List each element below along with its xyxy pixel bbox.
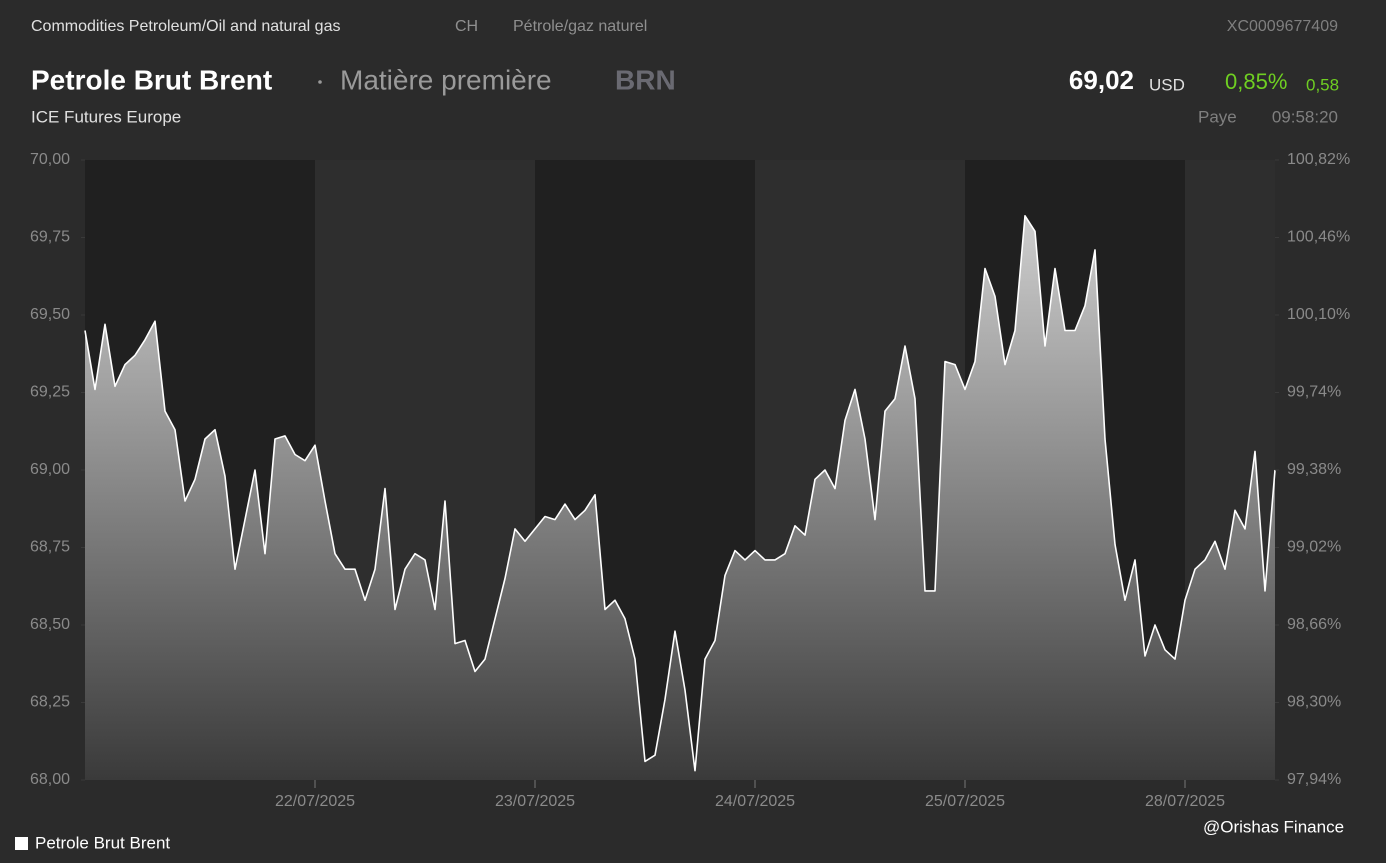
asset-type: Matière première xyxy=(340,64,552,95)
x-tick-label: 23/07/2025 xyxy=(495,793,575,810)
change-pct: 0,85% xyxy=(1225,69,1287,94)
status: Paye xyxy=(1198,107,1237,126)
y2-tick-label: 97,94% xyxy=(1287,771,1341,788)
y2-tick-label: 99,74% xyxy=(1287,384,1341,401)
currency: USD xyxy=(1149,75,1185,94)
plot xyxy=(84,215,1276,781)
y-tick-label: 69,25 xyxy=(30,384,70,401)
watermark: @Orishas Finance xyxy=(1203,817,1344,836)
symbol: BRN xyxy=(615,64,676,95)
x-tick-label: 22/07/2025 xyxy=(275,793,355,810)
y-tick-label: 70,00 xyxy=(30,151,70,168)
price: 69,02 xyxy=(1069,65,1134,95)
exchange: ICE Futures Europe xyxy=(31,107,181,126)
instrument-name: Petrole Brut Brent xyxy=(31,64,272,95)
separator xyxy=(318,80,322,84)
y-tick-label: 69,00 xyxy=(30,461,70,478)
x-tick-label: 24/07/2025 xyxy=(715,793,795,810)
x-tick-label: 28/07/2025 xyxy=(1145,793,1225,810)
category-local: Pétrole/gaz naturel xyxy=(513,18,647,35)
y-tick-label: 69,75 xyxy=(30,229,70,246)
legend-label: Petrole Brut Brent xyxy=(35,833,170,852)
y2-tick-label: 99,02% xyxy=(1287,539,1341,556)
change: 0,58 xyxy=(1306,75,1339,94)
y-tick-label: 68,00 xyxy=(30,771,70,788)
y2-tick-label: 100,10% xyxy=(1287,306,1350,323)
y2-tick-label: 99,38% xyxy=(1287,461,1341,478)
legend-swatch xyxy=(15,837,28,850)
isin: XC0009677409 xyxy=(1227,18,1338,35)
y2-tick-label: 98,66% xyxy=(1287,616,1341,633)
y-tick-label: 68,50 xyxy=(30,616,70,633)
line xyxy=(84,215,1276,772)
y2-tick-label: 100,46% xyxy=(1287,229,1350,246)
y2-tick-label: 98,30% xyxy=(1287,694,1341,711)
x-tick-label: 25/07/2025 xyxy=(925,793,1005,810)
country: CH xyxy=(455,18,478,35)
y-tick-label: 68,75 xyxy=(30,539,70,556)
time: 09:58:20 xyxy=(1272,107,1338,126)
area xyxy=(85,215,1275,781)
category: Commodities Petroleum/Oil and natural ga… xyxy=(31,18,340,35)
y-tick-label: 69,50 xyxy=(30,306,70,323)
y-tick-label: 68,25 xyxy=(30,694,70,711)
y2-tick-label: 100,82% xyxy=(1287,151,1350,168)
